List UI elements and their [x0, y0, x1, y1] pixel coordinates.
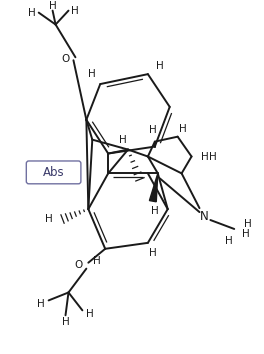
Text: H: H: [62, 317, 69, 327]
Text: H: H: [244, 219, 252, 229]
Text: H: H: [151, 206, 159, 216]
Text: H: H: [119, 135, 127, 145]
FancyBboxPatch shape: [26, 161, 81, 184]
Text: H: H: [49, 1, 56, 11]
Text: H: H: [93, 256, 101, 266]
Text: H: H: [28, 8, 36, 18]
Text: H: H: [149, 248, 157, 258]
Text: H: H: [225, 236, 233, 246]
Text: H: H: [86, 309, 94, 319]
Text: H: H: [45, 214, 53, 224]
Text: H: H: [37, 299, 45, 309]
Text: H: H: [149, 125, 157, 135]
Text: H: H: [72, 6, 79, 16]
Text: Abs: Abs: [43, 166, 64, 179]
Text: H: H: [201, 152, 209, 161]
Polygon shape: [149, 173, 158, 202]
Text: H: H: [242, 229, 250, 239]
Text: H: H: [179, 124, 186, 134]
Text: O: O: [74, 260, 83, 270]
Text: O: O: [62, 54, 70, 64]
Text: H: H: [88, 69, 96, 79]
Text: H: H: [209, 152, 217, 161]
Text: N: N: [200, 210, 209, 223]
Text: H: H: [156, 61, 164, 71]
